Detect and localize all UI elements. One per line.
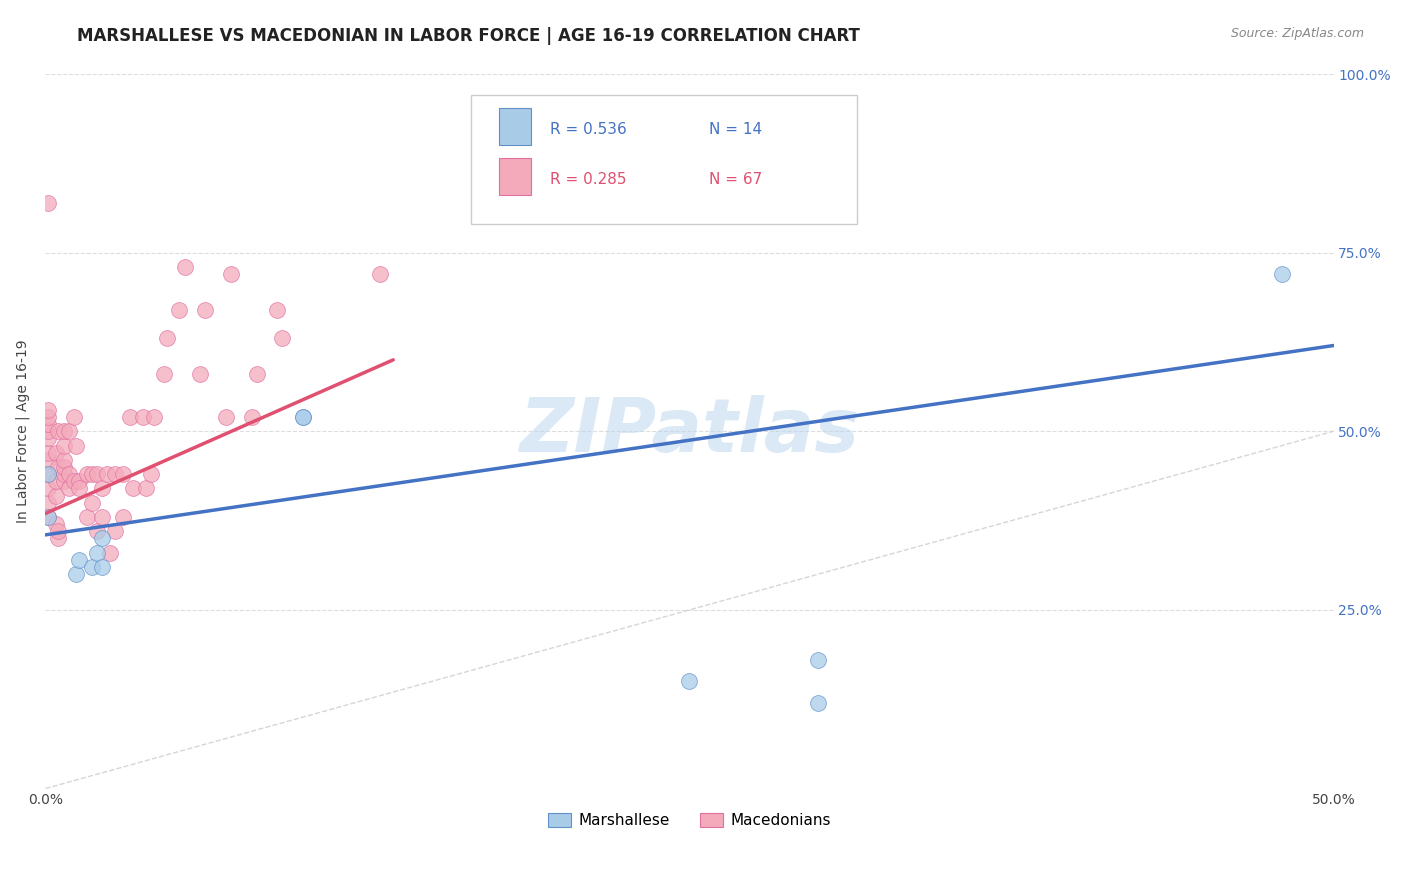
Point bbox=[37, 424, 59, 438]
Point bbox=[37, 467, 59, 482]
Point bbox=[96, 467, 118, 482]
Point bbox=[135, 482, 157, 496]
Point bbox=[292, 409, 315, 424]
Point bbox=[98, 546, 121, 560]
Point bbox=[37, 510, 59, 524]
Point bbox=[58, 482, 80, 496]
Point bbox=[104, 467, 127, 482]
Point bbox=[58, 467, 80, 482]
Point bbox=[292, 409, 315, 424]
Point bbox=[45, 446, 67, 460]
FancyBboxPatch shape bbox=[499, 159, 531, 195]
Point bbox=[52, 460, 75, 475]
Point bbox=[52, 475, 75, 489]
Point bbox=[153, 367, 176, 381]
Point bbox=[48, 532, 70, 546]
Point bbox=[45, 489, 67, 503]
Text: N = 14: N = 14 bbox=[709, 121, 762, 136]
Point bbox=[188, 367, 211, 381]
Point bbox=[91, 532, 114, 546]
Point bbox=[37, 510, 59, 524]
Point bbox=[37, 453, 59, 467]
Point bbox=[266, 302, 288, 317]
Point bbox=[52, 453, 75, 467]
Point bbox=[52, 424, 75, 438]
Point bbox=[37, 432, 59, 446]
Point bbox=[807, 696, 830, 710]
Point bbox=[37, 195, 59, 210]
Point bbox=[173, 260, 195, 274]
Point bbox=[62, 409, 84, 424]
Point bbox=[76, 467, 98, 482]
Point bbox=[219, 267, 242, 281]
Point bbox=[37, 409, 59, 424]
Point bbox=[52, 439, 75, 453]
Point bbox=[1271, 267, 1294, 281]
Point bbox=[240, 409, 263, 424]
Text: R = 0.285: R = 0.285 bbox=[550, 171, 627, 186]
Y-axis label: In Labor Force | Age 16-19: In Labor Force | Age 16-19 bbox=[15, 340, 30, 523]
Point bbox=[37, 482, 59, 496]
Point bbox=[48, 524, 70, 539]
Point bbox=[142, 409, 165, 424]
Point bbox=[86, 524, 108, 539]
Point bbox=[48, 460, 70, 475]
Point bbox=[111, 467, 134, 482]
Point bbox=[67, 482, 90, 496]
Point bbox=[80, 467, 103, 482]
Point bbox=[86, 467, 108, 482]
Point bbox=[37, 402, 59, 417]
Point bbox=[678, 674, 700, 689]
Point bbox=[91, 560, 114, 574]
Point bbox=[271, 331, 294, 345]
Text: R = 0.536: R = 0.536 bbox=[550, 121, 627, 136]
Point bbox=[80, 496, 103, 510]
Point bbox=[45, 517, 67, 532]
Point bbox=[194, 302, 217, 317]
Point bbox=[37, 496, 59, 510]
Point bbox=[104, 524, 127, 539]
Text: N = 67: N = 67 bbox=[709, 171, 762, 186]
Point bbox=[65, 567, 87, 582]
Point bbox=[91, 482, 114, 496]
Point bbox=[67, 553, 90, 567]
Point bbox=[155, 331, 177, 345]
Point bbox=[65, 439, 87, 453]
Point bbox=[76, 510, 98, 524]
Point bbox=[91, 510, 114, 524]
Point bbox=[62, 475, 84, 489]
Point bbox=[37, 417, 59, 431]
Point bbox=[120, 409, 142, 424]
Text: ZIPatlas: ZIPatlas bbox=[519, 395, 859, 467]
Point bbox=[67, 475, 90, 489]
Point bbox=[37, 467, 59, 482]
Point bbox=[58, 424, 80, 438]
Point bbox=[37, 446, 59, 460]
Point bbox=[45, 475, 67, 489]
FancyBboxPatch shape bbox=[471, 95, 856, 224]
Text: Source: ZipAtlas.com: Source: ZipAtlas.com bbox=[1230, 27, 1364, 40]
FancyBboxPatch shape bbox=[499, 108, 531, 145]
Point bbox=[86, 546, 108, 560]
Text: MARSHALLESE VS MACEDONIAN IN LABOR FORCE | AGE 16-19 CORRELATION CHART: MARSHALLESE VS MACEDONIAN IN LABOR FORCE… bbox=[77, 27, 860, 45]
Point bbox=[139, 467, 162, 482]
Legend: Marshallese, Macedonians: Marshallese, Macedonians bbox=[541, 807, 838, 835]
Point bbox=[370, 267, 392, 281]
Point bbox=[215, 409, 238, 424]
Point bbox=[169, 302, 191, 317]
Point bbox=[80, 560, 103, 574]
Point bbox=[807, 653, 830, 667]
Point bbox=[111, 510, 134, 524]
Point bbox=[122, 482, 145, 496]
Point bbox=[48, 424, 70, 438]
Point bbox=[132, 409, 155, 424]
Point bbox=[52, 467, 75, 482]
Point bbox=[246, 367, 269, 381]
